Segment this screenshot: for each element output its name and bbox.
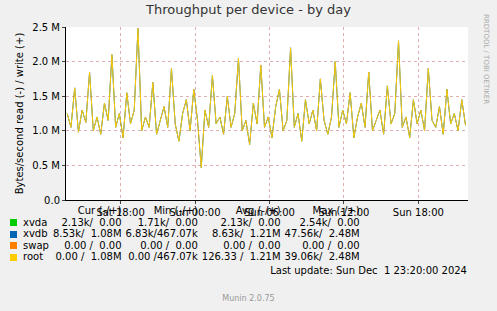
html-text:RRDTOOL / TOBI OETIKER: RRDTOOL / TOBI OETIKER	[482, 14, 490, 105]
svg-text:0.0: 0.0	[44, 195, 60, 206]
html-text:root: root	[23, 251, 44, 262]
svg-text:2.5 M: 2.5 M	[32, 22, 60, 33]
html-text:0.00 / 0.00: 0.00 / 0.00	[140, 239, 198, 251]
html-text:2.54k/ 0.00: 2.54k/ 0.00	[299, 216, 360, 228]
svg-text:0.5 M: 0.5 M	[32, 160, 60, 171]
svg-text:2.0 M: 2.0 M	[32, 56, 60, 67]
svg-text:Sun 18:00: Sun 18:00	[393, 207, 444, 218]
html-text:0.00 / 1.08M: 0.00 / 1.08M	[55, 251, 122, 262]
html-text:Munin 2.0.75: Munin 2.0.75	[222, 294, 275, 303]
html-text:8.53k/ 1.08M 6.83k/467.07k: 8.53k/ 1.08M 6.83k/467.07k	[52, 228, 198, 239]
html-text:swap: swap	[23, 239, 49, 251]
html-text:Avg (-/+): Avg (-/+)	[235, 205, 281, 216]
html-text:0.00 /467.07k 126.33 / 1.21M 3: 0.00 /467.07k 126.33 / 1.21M 39.06k/ 2.4…	[128, 251, 360, 262]
svg-text:1.0 M: 1.0 M	[32, 125, 60, 136]
html-text:0.00 / 0.00: 0.00 / 0.00	[64, 239, 122, 251]
html-text:8.63k/ 1.21M 47.56k/ 2.48M: 8.63k/ 1.21M 47.56k/ 2.48M	[211, 228, 360, 239]
html-text:Cur (-/+): Cur (-/+)	[77, 205, 122, 216]
svg-text:1.5 M: 1.5 M	[32, 91, 60, 102]
html-text:0.00 / 0.00: 0.00 / 0.00	[302, 239, 360, 251]
html-text:Max (-/+): Max (-/+)	[312, 205, 360, 216]
html-text:0.00 / 0.00: 0.00 / 0.00	[223, 239, 281, 251]
svg-text:Throughput per device - by day: Throughput per device - by day	[145, 2, 351, 17]
html-text:Last update: Sun Dec 1 23:20:0: Last update: Sun Dec 1 23:20:00 2024	[270, 265, 467, 276]
html-text:Min (-/+): Min (-/+)	[153, 205, 198, 216]
html-text:xvda: xvda	[23, 216, 48, 228]
svg-text:Bytes/second read (-) / write: Bytes/second read (-) / write (+)	[14, 33, 25, 195]
html-text:2.13k/ 0.00: 2.13k/ 0.00	[220, 216, 281, 228]
html-text:xvdb: xvdb	[23, 228, 48, 239]
html-text:1.71k/ 0.00: 1.71k/ 0.00	[137, 216, 198, 228]
html-text:2.13k/ 0.00: 2.13k/ 0.00	[61, 216, 122, 228]
